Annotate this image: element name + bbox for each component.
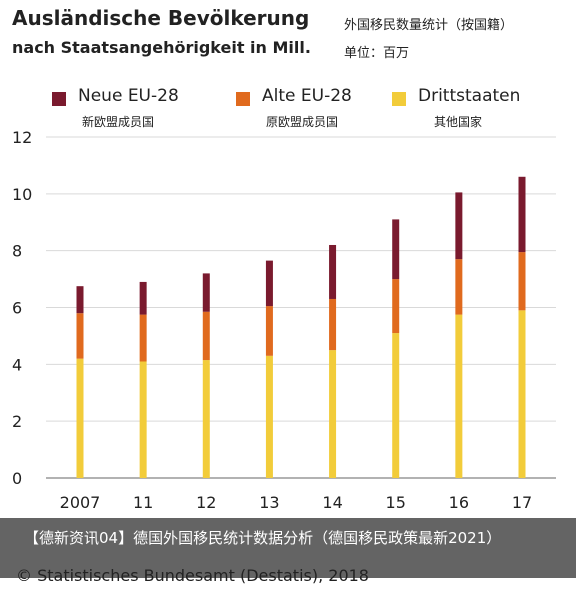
y-tick-label: 0 [12, 469, 22, 488]
legend-swatch-drittstaaten [392, 92, 406, 106]
chinese-unit: 单位：百万 [344, 46, 410, 61]
y-tick-label: 4 [12, 355, 22, 374]
legend-swatch-alte-eu [236, 92, 250, 106]
bar-segment [392, 279, 400, 334]
chart-title: Ausländische Bevölkerung [12, 6, 310, 30]
bar-segment [202, 273, 210, 312]
source-note: © Statistisches Bundesamt (Destatis), 20… [16, 566, 369, 585]
bar-segment [76, 313, 84, 359]
y-tick-label: 12 [12, 128, 32, 147]
bar-segment [455, 314, 463, 478]
bar-segment [76, 358, 84, 478]
x-tick-label: 12 [196, 493, 216, 512]
bar-segment [518, 310, 526, 478]
caption-overlay [0, 518, 576, 578]
bar-segment [392, 219, 400, 280]
bar-segment [139, 281, 147, 315]
x-tick-label: 16 [449, 493, 469, 512]
legend-label-alte-eu: Alte EU-28 [262, 86, 352, 106]
x-tick-label: 17 [512, 493, 532, 512]
legend-cn-drittstaaten: 其他国家 [434, 115, 483, 129]
legend-cn-neue-eu: 新欧盟成员国 [82, 115, 155, 129]
y-tick-label: 6 [12, 299, 22, 318]
bar-segment [518, 252, 526, 311]
bar-segment [139, 314, 147, 362]
x-tick-label: 2007 [60, 493, 101, 512]
bar-segment [76, 286, 84, 314]
x-tick-label: 15 [386, 493, 406, 512]
caption-overlay-text: 【德新资讯04】德国外国移民统计数据分析（德国移民政策最新2021） [24, 529, 502, 547]
y-tick-label: 8 [12, 242, 22, 261]
chart-subtitle: nach Staatsangehörigkeit in Mill. [12, 38, 311, 57]
bar-segment [455, 192, 463, 260]
bar-segment [139, 361, 147, 478]
bar-segment [518, 176, 526, 253]
legend-label-neue-eu: Neue EU-28 [78, 86, 179, 106]
bar-segment [202, 360, 210, 478]
x-tick-label: 13 [259, 493, 279, 512]
bar-segment [265, 355, 273, 478]
legend-label-drittstaaten: Drittstaaten [418, 86, 521, 106]
x-tick-label: 14 [322, 493, 342, 512]
chinese-title: 外国移民数量统计（按国籍） [344, 18, 514, 33]
y-tick-label: 2 [12, 412, 22, 431]
bar-segment [329, 298, 337, 351]
bar-segment [265, 260, 273, 307]
bar-segment [329, 244, 337, 299]
bar-segment [455, 259, 463, 315]
legend-cn-alte-eu: 原欧盟成员国 [266, 115, 339, 129]
bar-segment [265, 306, 273, 356]
legend-swatch-neue-eu [52, 92, 66, 106]
y-tick-label: 10 [12, 185, 32, 204]
x-tick-label: 11 [133, 493, 153, 512]
bar-segment [329, 350, 337, 478]
bar-segment [392, 333, 400, 478]
bar-segment [202, 311, 210, 361]
